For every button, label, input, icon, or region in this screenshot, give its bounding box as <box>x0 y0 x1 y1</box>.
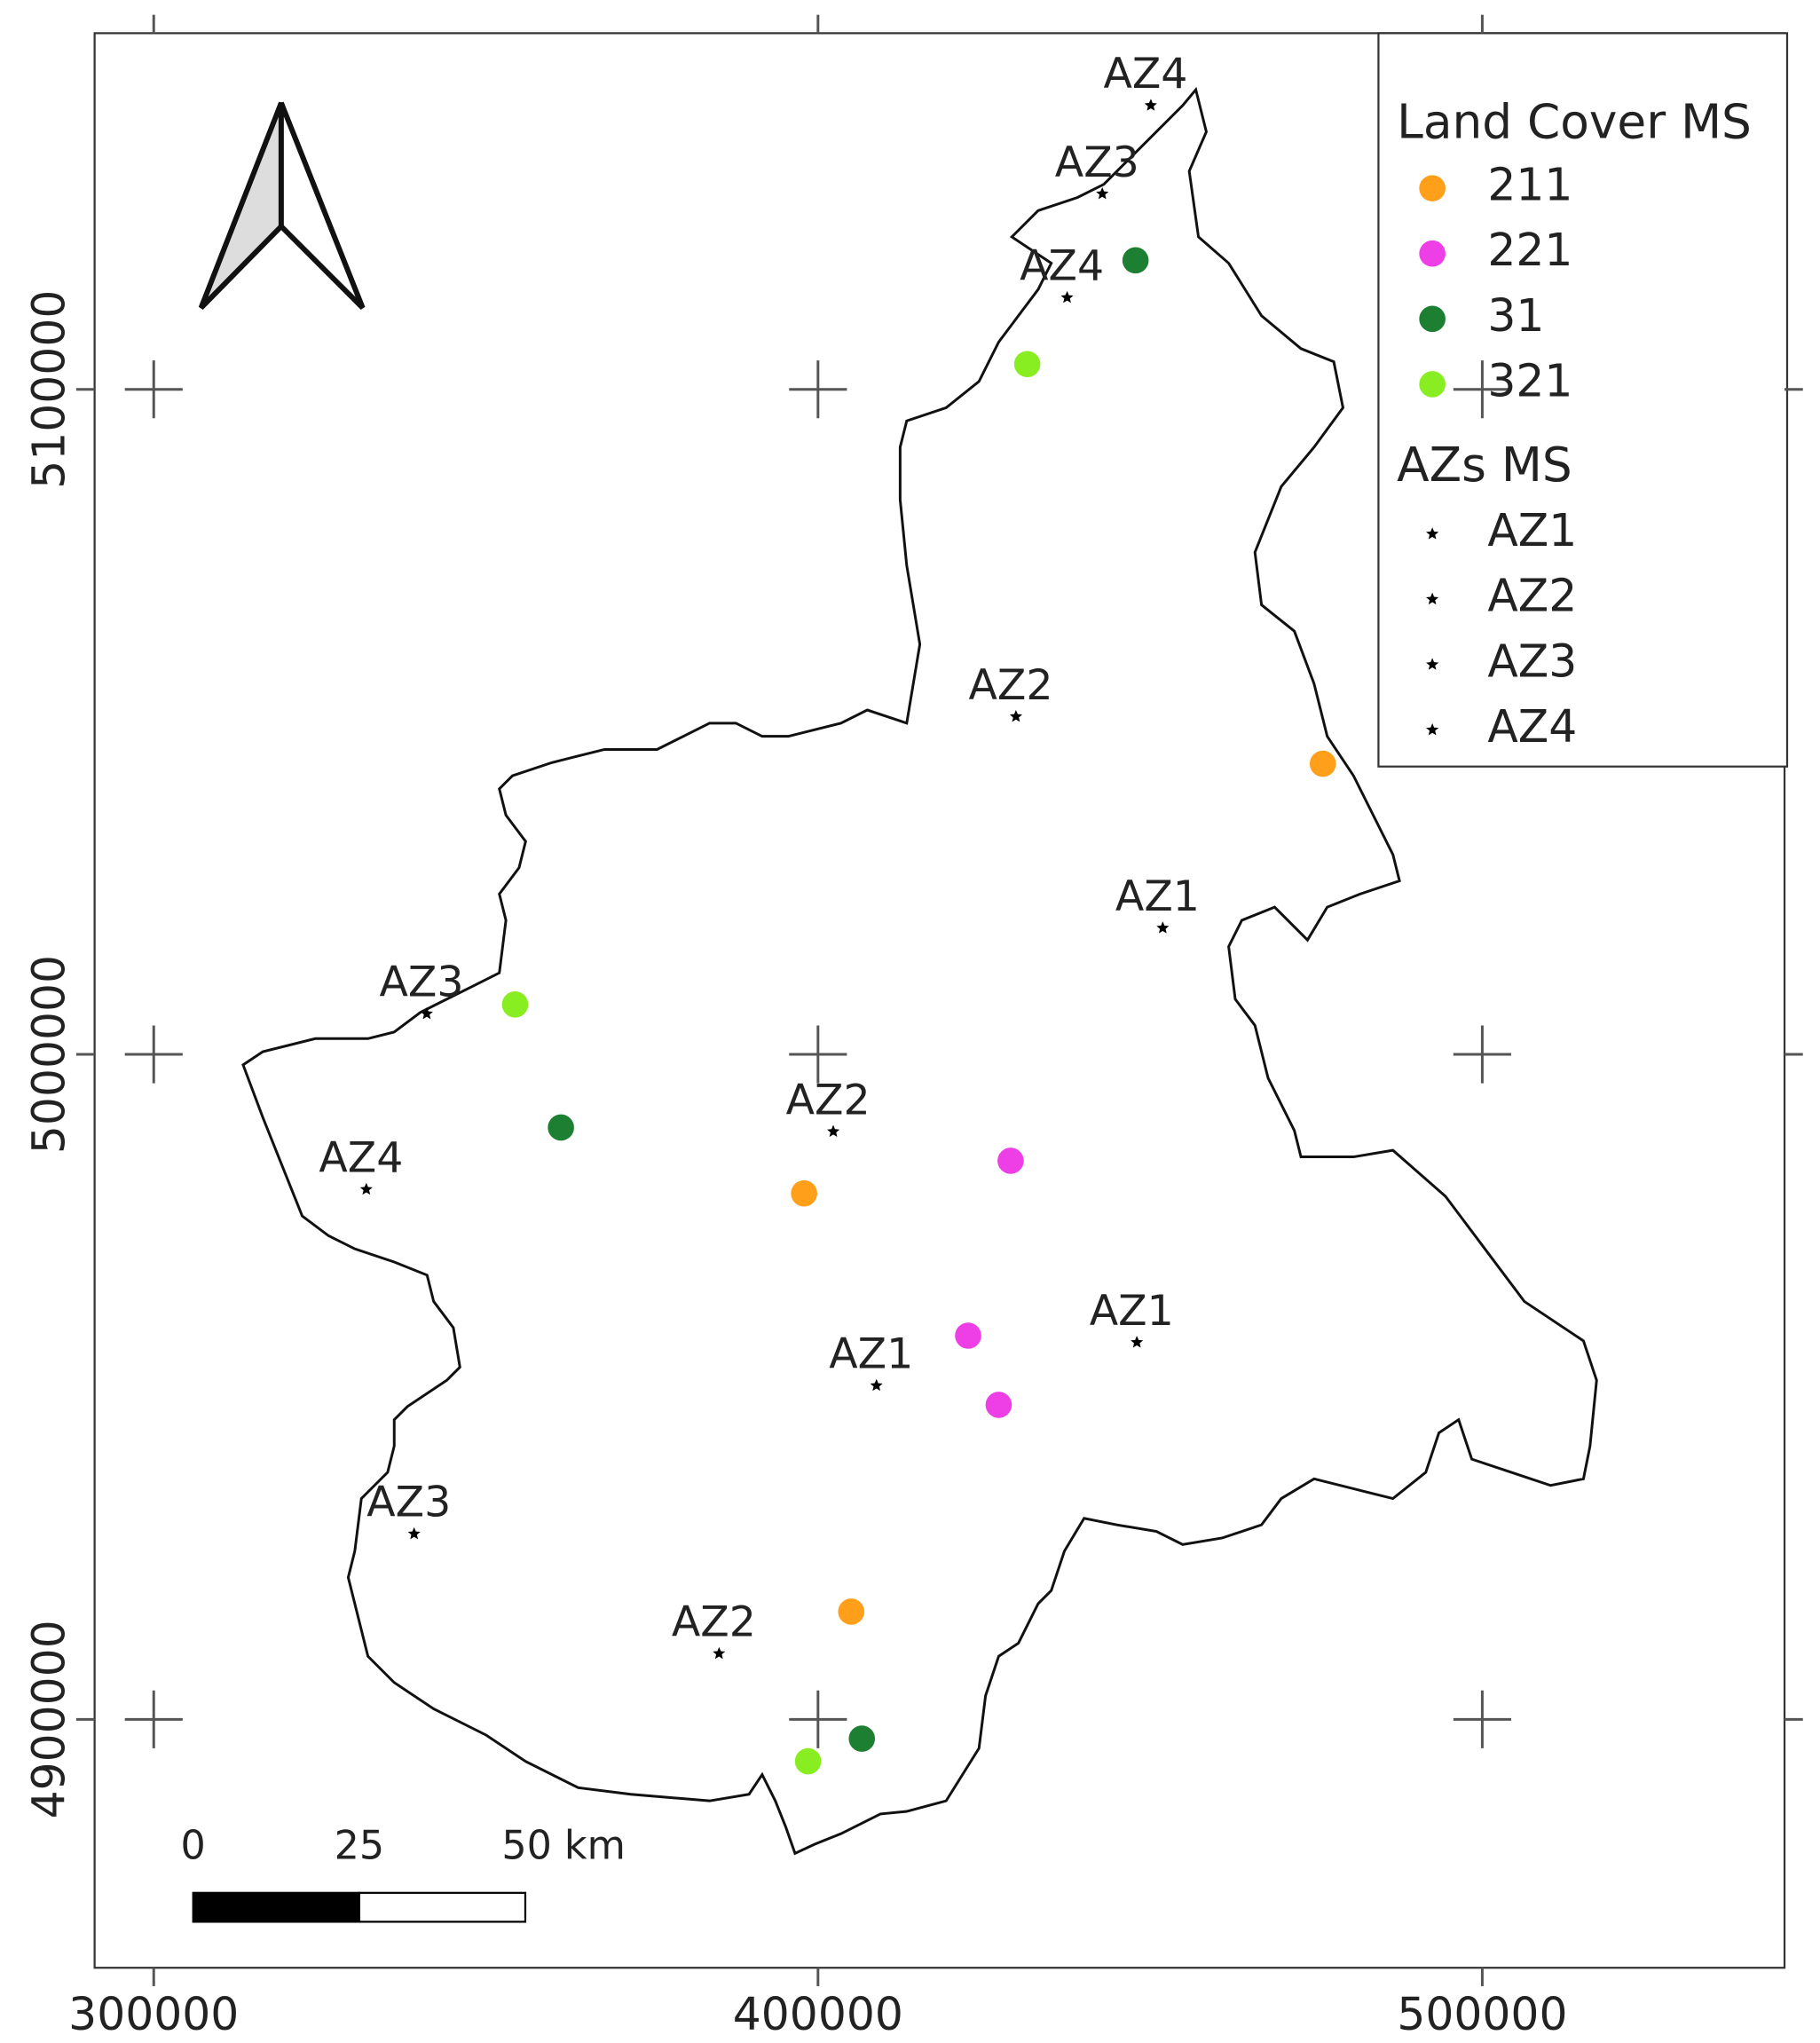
land-cover-point <box>794 1747 822 1775</box>
y-tick-label: 4900000 <box>23 1620 75 1818</box>
az-label: AZ1 <box>829 1330 913 1379</box>
az-marker <box>420 1006 433 1020</box>
legend-label: 211 <box>1487 159 1572 211</box>
legend-label: AZ1 <box>1487 504 1577 556</box>
legend-marker <box>1426 527 1439 540</box>
legend-marker <box>1419 175 1446 201</box>
az-label: AZ1 <box>1115 872 1200 921</box>
x-tick-label: 500000 <box>1397 1988 1567 2040</box>
legend-title: Land Cover MS <box>1397 95 1752 150</box>
legend-label: 31 <box>1487 289 1544 342</box>
y-tick-label: 5000000 <box>23 955 75 1154</box>
az-label: AZ4 <box>1020 242 1104 291</box>
az-marker <box>870 1378 883 1392</box>
region-outline <box>241 86 1598 1856</box>
az-marker <box>407 1526 421 1540</box>
scalebar-segment <box>358 1891 527 1923</box>
az-marker <box>1009 710 1022 722</box>
land-cover-point <box>848 1725 876 1752</box>
legend-label: 221 <box>1487 224 1572 276</box>
land-cover-point <box>955 1322 981 1349</box>
az-marker <box>1131 1336 1144 1348</box>
scalebar-label: 50 km <box>501 1823 626 1868</box>
legend-marker <box>1426 592 1439 605</box>
legend-label: 321 <box>1487 354 1572 406</box>
y-tick-label: 5100000 <box>23 290 75 489</box>
legend-marker <box>1419 371 1446 398</box>
az-marker <box>1144 99 1157 111</box>
az-label: AZ1 <box>1090 1287 1174 1336</box>
legend-marker <box>1419 305 1446 333</box>
land-cover-point <box>1122 247 1149 274</box>
land-cover-point <box>1013 351 1041 378</box>
az-marker <box>827 1124 840 1138</box>
land-cover-point <box>548 1114 574 1141</box>
az-label: AZ4 <box>1103 50 1187 99</box>
legend-label: AZ2 <box>1487 570 1577 622</box>
north-arrow <box>198 101 366 310</box>
x-tick-label: 400000 <box>733 1988 903 2040</box>
az-marker <box>1060 290 1074 304</box>
legend-marker <box>1426 722 1439 736</box>
az-label: AZ2 <box>786 1076 871 1124</box>
az-label: AZ2 <box>672 1598 756 1647</box>
az-marker <box>1156 921 1170 934</box>
land-cover-point <box>501 991 529 1018</box>
legend-label: AZ4 <box>1487 700 1577 753</box>
legend-box <box>1377 32 1789 768</box>
land-cover-point <box>791 1179 817 1207</box>
land-cover-point <box>1309 750 1336 777</box>
x-tick-label: 300000 <box>68 1988 239 2040</box>
az-marker <box>1096 186 1109 200</box>
scalebar-label: 25 <box>335 1823 385 1868</box>
land-cover-point <box>838 1598 865 1625</box>
legend-label: AZ3 <box>1487 635 1577 687</box>
az-label: AZ3 <box>1055 138 1139 187</box>
az-label: AZ3 <box>366 1479 451 1527</box>
legend-marker <box>1419 240 1446 267</box>
scalebar-label: 0 <box>181 1823 206 1868</box>
az-marker <box>713 1646 726 1660</box>
legend-marker <box>1426 658 1439 670</box>
land-cover-point <box>985 1392 1012 1418</box>
az-label: AZ4 <box>319 1134 403 1183</box>
az-label: AZ3 <box>379 958 463 1007</box>
scalebar-segment <box>192 1891 360 1923</box>
az-label: AZ2 <box>968 661 1052 710</box>
az-marker <box>359 1182 373 1195</box>
land-cover-point <box>997 1148 1024 1174</box>
legend-title: AZs MS <box>1397 438 1572 493</box>
